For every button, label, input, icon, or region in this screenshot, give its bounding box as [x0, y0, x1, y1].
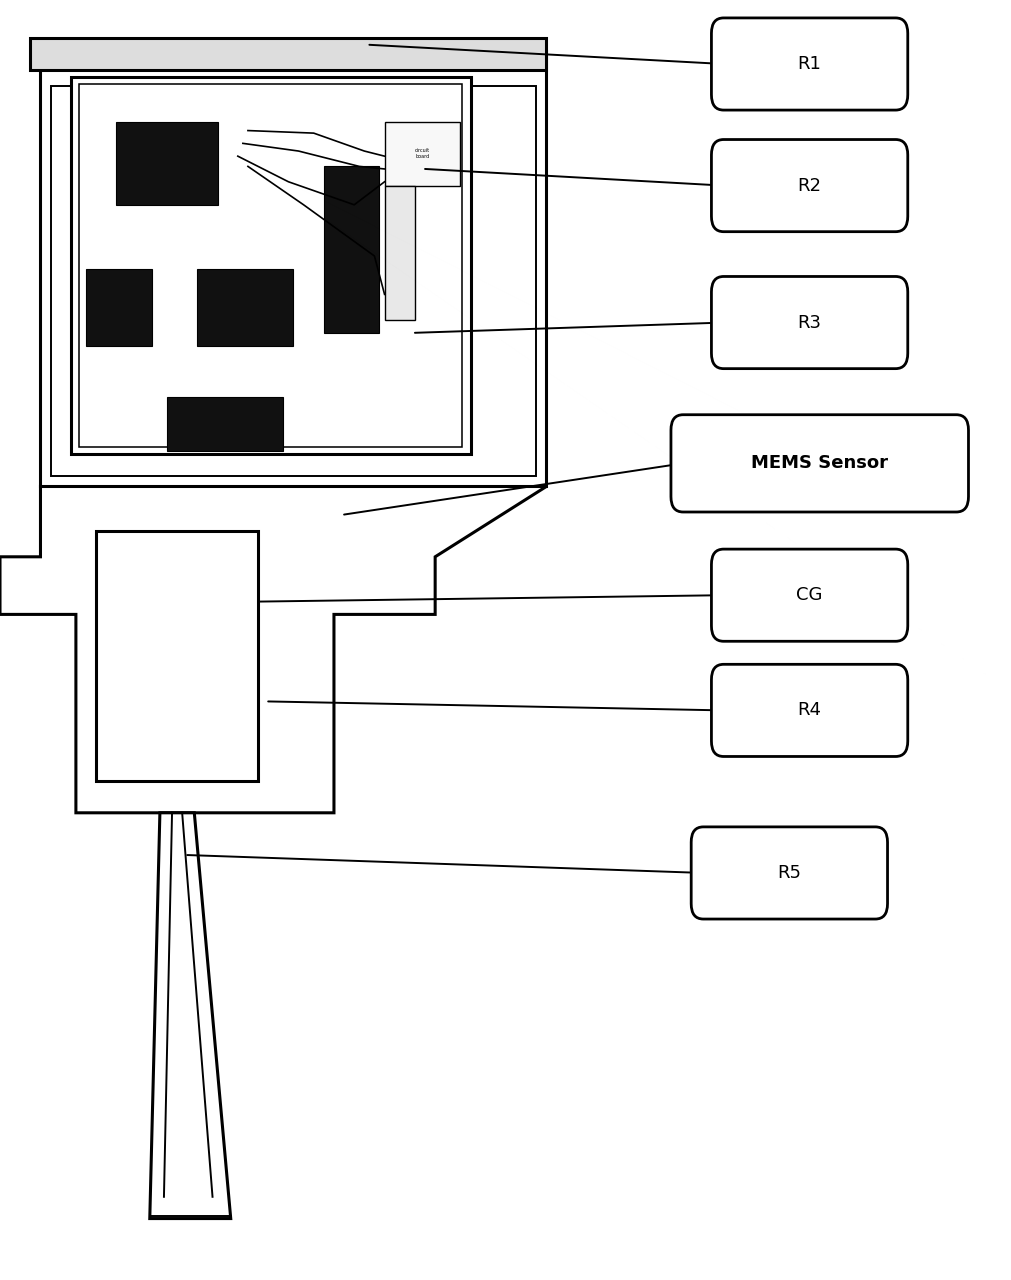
Bar [384, 122, 460, 186]
Bar [116, 122, 217, 205]
Polygon shape [150, 813, 231, 1219]
Bar [324, 166, 379, 333]
Text: circuit
board: circuit board [415, 148, 430, 159]
Bar [384, 186, 415, 320]
Bar [197, 269, 293, 346]
FancyBboxPatch shape [711, 664, 907, 756]
FancyBboxPatch shape [691, 827, 887, 919]
Text: CG: CG [796, 586, 822, 604]
Text: R4: R4 [797, 701, 821, 719]
Bar [96, 531, 258, 781]
Bar [86, 269, 152, 346]
Text: R2: R2 [797, 177, 821, 195]
FancyBboxPatch shape [711, 18, 907, 110]
Bar [40, 51, 546, 486]
Text: MEMS Sensor: MEMS Sensor [750, 454, 888, 472]
Bar [51, 86, 536, 476]
Bar [79, 84, 462, 447]
Text: R1: R1 [797, 55, 821, 73]
Bar [167, 397, 283, 451]
FancyBboxPatch shape [711, 549, 907, 641]
Text: R3: R3 [797, 314, 821, 332]
FancyBboxPatch shape [711, 140, 907, 232]
FancyBboxPatch shape [711, 276, 907, 369]
Bar [71, 77, 470, 454]
Text: R5: R5 [776, 864, 801, 882]
Polygon shape [0, 486, 546, 813]
FancyBboxPatch shape [670, 415, 968, 512]
Bar [30, 38, 546, 70]
